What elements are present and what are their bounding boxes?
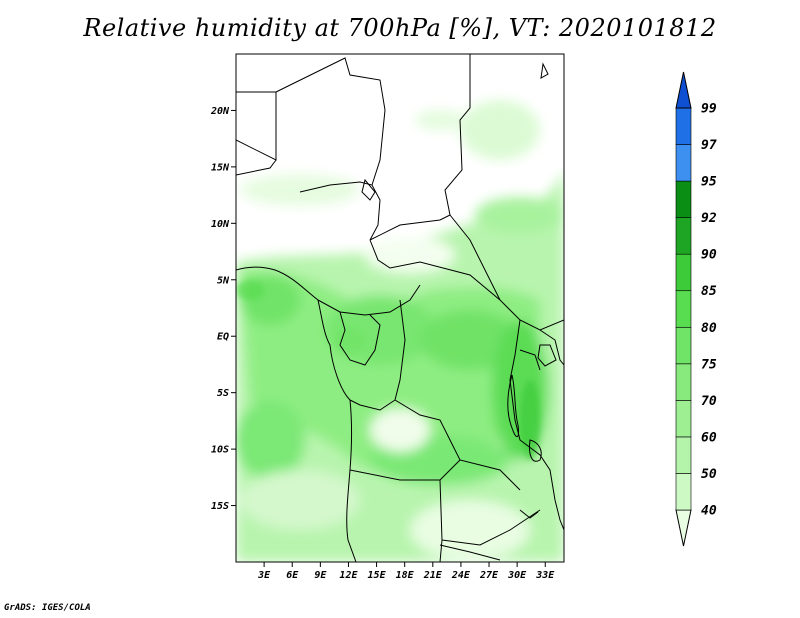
colorbar-label: 92	[701, 211, 717, 226]
colorbar-segment	[675, 253, 692, 292]
colorbar-label: 60	[701, 430, 717, 445]
credit-label: GrADS: IGES/COLA	[4, 603, 91, 613]
y-tick-label: 10S	[211, 445, 229, 456]
x-tick-label: 15E	[368, 570, 387, 581]
x-tick-label: 6E	[286, 570, 299, 581]
colorbar-label: 95	[701, 175, 717, 190]
x-tick-label: 27E	[479, 570, 499, 581]
y-tick-label: 10N	[211, 219, 230, 230]
colorbar-segment	[675, 180, 692, 218]
y-tick-label: 15N	[211, 162, 230, 173]
colorbar-segment	[675, 144, 692, 182]
colorbar-label: 80	[701, 321, 717, 336]
colorbar-segment	[675, 217, 692, 255]
y-tick-label: 15S	[211, 501, 229, 512]
x-tick-label: 3E	[257, 570, 271, 581]
colorbar-segment	[675, 473, 692, 511]
colorbar-segment	[675, 290, 692, 328]
x-tick-label: 21E	[423, 570, 443, 581]
colorbar-label: 85	[701, 284, 717, 299]
colorbar-label: 75	[701, 357, 717, 372]
colorbar-upper-triangle	[675, 71, 692, 109]
colorbar-label: 40	[701, 504, 717, 519]
x-tick-label: 18E	[396, 570, 415, 581]
country-borders	[236, 54, 564, 562]
humidity-field	[236, 54, 564, 562]
x-tick-label: 12E	[339, 570, 358, 581]
x-tick-label: 33E	[535, 570, 555, 581]
colorbar: 40 50 60 70 75 80 85 90 92 95 97 99	[675, 71, 717, 547]
colorbar-segment	[675, 363, 692, 401]
colorbar-segment	[675, 107, 692, 145]
x-tick-label: 9E	[314, 570, 327, 581]
y-axis-ticks: 20N 15N 10N 5N EQ 5S 10S 15S	[210, 106, 236, 512]
colorbar-segment	[675, 436, 692, 474]
y-tick-label: EQ	[217, 332, 229, 343]
colorbar-label: 90	[701, 248, 717, 263]
colorbar-label: 97	[701, 138, 717, 153]
colorbar-lower-triangle	[675, 509, 692, 547]
y-tick-label: 5S	[217, 388, 229, 399]
x-tick-label: 30E	[507, 570, 527, 581]
colorbar-label: 50	[701, 467, 717, 482]
x-tick-label: 24E	[451, 570, 471, 581]
y-tick-label: 20N	[210, 106, 230, 117]
map-frame	[235, 53, 565, 563]
x-axis-ticks: 3E 6E 9E 12E 15E 18E 21E 24E 27E 30E 33E	[257, 562, 555, 581]
map-title: Relative humidity at 700hPa [%], VT: 202…	[83, 14, 717, 42]
colorbar-label: 70	[701, 394, 717, 409]
colorbar-segment	[675, 400, 692, 438]
y-tick-label: 5N	[217, 275, 230, 286]
colorbar-label: 99	[701, 102, 717, 117]
colorbar-segment	[675, 326, 692, 365]
